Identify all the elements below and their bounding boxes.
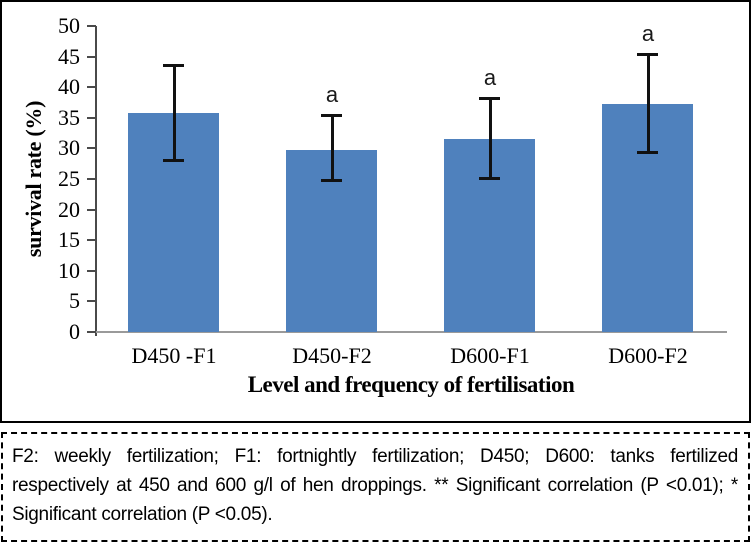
error-bar-top-cap (321, 114, 342, 117)
x-category-label: D600-F2 (608, 343, 688, 368)
y-tick-mark (87, 209, 96, 211)
y-tick-mark (87, 86, 96, 88)
y-tick-label: 30 (58, 135, 80, 160)
caption-text: F2: weekly fertilization; F1: fortnightl… (12, 446, 738, 525)
error-bar-top-cap (163, 64, 184, 67)
x-axis-line (95, 331, 727, 333)
x-axis-title: Level and frequency of fertilisation (247, 372, 575, 397)
y-tick-mark (87, 178, 96, 180)
significance-label: a (641, 21, 655, 46)
y-tick-label: 10 (58, 258, 80, 283)
significance-label: a (483, 65, 497, 90)
y-axis-line (95, 26, 97, 336)
y-tick-mark (87, 25, 96, 27)
error-bar-line (331, 115, 334, 181)
error-bar-line (489, 98, 492, 179)
x-category-label: D600-F1 (450, 343, 530, 368)
y-tick-mark (87, 300, 96, 302)
error-bar-top-cap (479, 97, 500, 100)
y-tick-mark (87, 239, 96, 241)
error-bar-bottom-cap (637, 151, 658, 154)
error-bar-bottom-cap (163, 159, 184, 162)
error-bar-top-cap (637, 53, 658, 56)
caption-box: F2: weekly fertilization; F1: fortnightl… (1, 432, 750, 542)
significance-label: a (325, 82, 339, 107)
error-bar-line (647, 54, 650, 153)
x-category-label: D450 -F1 (131, 343, 217, 368)
y-tick-label: 15 (58, 227, 80, 252)
y-tick-mark (87, 147, 96, 149)
y-tick-mark (87, 117, 96, 119)
x-category-label: D450-F2 (292, 343, 372, 368)
y-tick-label: 40 (58, 74, 80, 99)
error-bar-bottom-cap (321, 179, 342, 182)
y-tick-label: 45 (58, 44, 80, 69)
y-axis-title: survival rate (%) (21, 100, 46, 258)
error-bar-bottom-cap (479, 177, 500, 180)
y-tick-mark (87, 56, 96, 58)
y-tick-mark (87, 270, 96, 272)
y-tick-mark (87, 331, 96, 333)
y-tick-label: 50 (58, 13, 80, 38)
y-tick-label: 0 (69, 319, 80, 344)
error-bar-line (173, 65, 176, 161)
y-tick-label: 20 (58, 197, 80, 222)
y-tick-label: 35 (58, 105, 80, 130)
y-tick-label: 5 (69, 288, 80, 313)
y-tick-label: 25 (58, 166, 80, 191)
